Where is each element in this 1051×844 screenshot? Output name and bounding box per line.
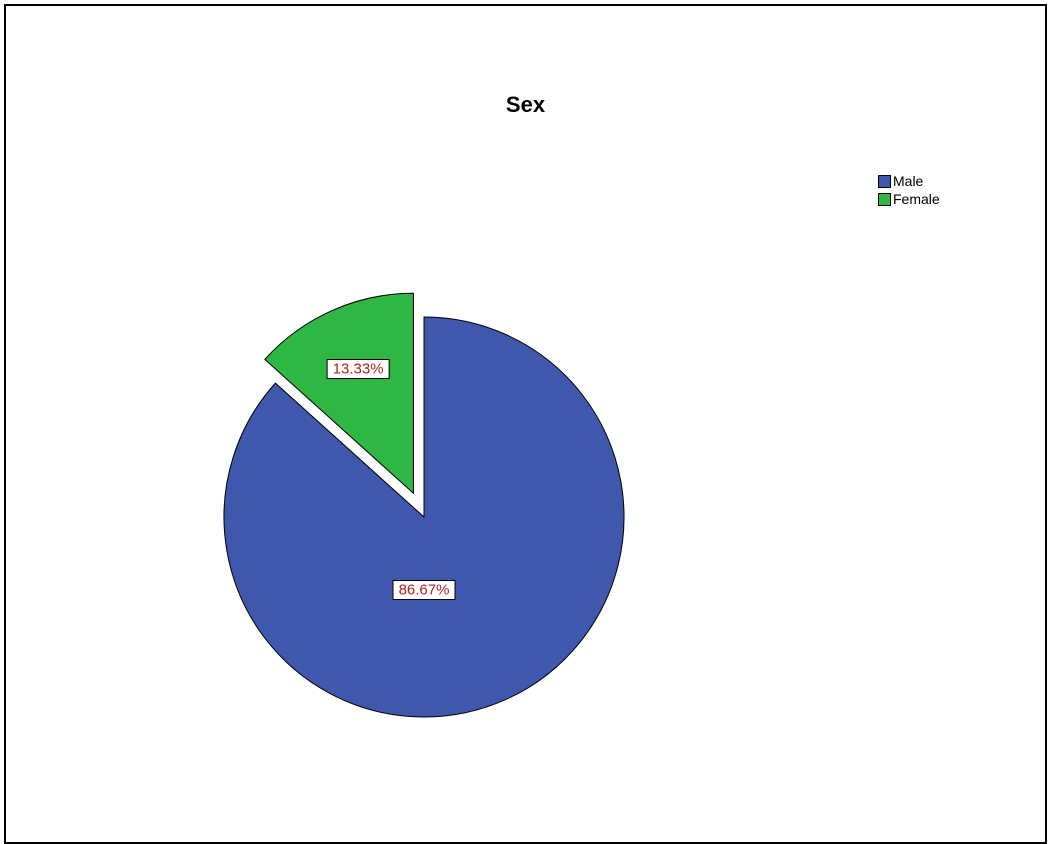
legend-item-female: Female [878,190,940,208]
legend: Male Female [878,172,940,208]
data-label-female: 13.33% [333,360,384,377]
data-label-male: 86.67% [399,582,450,599]
data-label-box-male [392,580,456,600]
chart-title: Sex [505,92,546,117]
pie-slice-female [264,292,414,495]
legend-swatch-female [878,192,891,206]
legend-item-male: Male [878,172,940,190]
legend-label-male: Male [893,172,924,189]
pie-slice-male [223,316,625,718]
legend-swatch-male [878,174,891,188]
legend-label-female: Female [893,190,940,207]
data-label-box-female [326,358,390,379]
